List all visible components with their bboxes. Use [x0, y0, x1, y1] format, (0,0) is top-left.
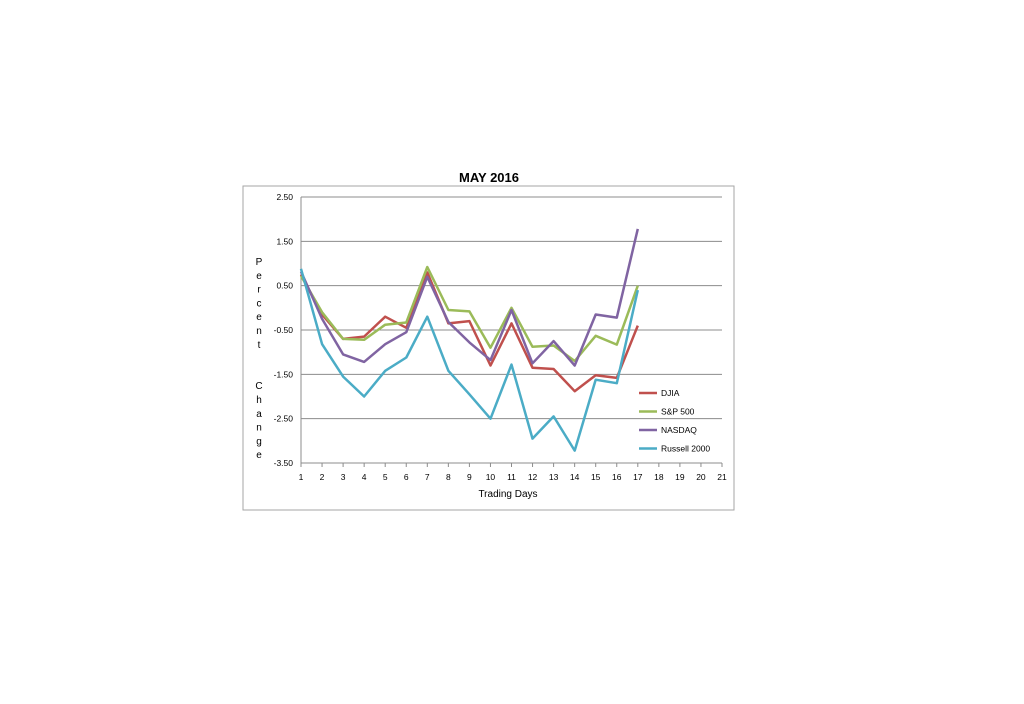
- y-tick-label: 1.50: [276, 236, 293, 246]
- y-axis-title-char: r: [257, 285, 261, 296]
- x-tick-label: 13: [549, 472, 559, 482]
- series-lines: [299, 228, 640, 452]
- series-line-3: [299, 268, 640, 452]
- series-line-0: [299, 271, 639, 393]
- axes: [300, 197, 723, 467]
- x-tick-label: 16: [612, 472, 622, 482]
- y-axis-title-char: h: [256, 395, 262, 406]
- chart-title: MAY 2016: [459, 170, 519, 185]
- y-tick-label: -2.50: [274, 414, 294, 424]
- x-tick-label: 1: [299, 472, 304, 482]
- y-tick-label: 2.50: [276, 192, 293, 202]
- y-axis-title-char: e: [256, 312, 262, 323]
- y-axis-title-char: C: [255, 381, 262, 392]
- x-tick-label: 6: [404, 472, 409, 482]
- series-line-1: [299, 265, 639, 363]
- x-axis-title: Trading Days: [478, 489, 537, 500]
- x-tick-label: 10: [486, 472, 496, 482]
- x-tick-label: 3: [341, 472, 346, 482]
- y-axis-title-char: c: [257, 298, 262, 309]
- y-tick-label: -0.50: [274, 325, 294, 335]
- x-tick-label: 18: [654, 472, 664, 482]
- legend-label-1: S&P 500: [661, 407, 695, 417]
- legend: DJIA S&P 500 NASDAQ Russell 2000: [639, 388, 710, 454]
- legend-label-0: DJIA: [661, 388, 680, 398]
- x-tick-label: 12: [528, 472, 538, 482]
- y-axis-title-char: n: [256, 326, 262, 337]
- y-axis-title-char: t: [258, 340, 261, 351]
- x-tick-label: 8: [446, 472, 451, 482]
- y-tick-label: -1.50: [274, 369, 294, 379]
- y-tick-label: 0.50: [276, 281, 293, 291]
- y-tick-labels: 2.50 1.50 0.50 -0.50 -1.50 -2.50 -3.50: [274, 192, 294, 468]
- x-tick-label: 17: [633, 472, 643, 482]
- x-tick-label: 14: [570, 472, 580, 482]
- x-tick-label: 11: [507, 472, 516, 482]
- y-axis-title-char: a: [256, 409, 262, 420]
- x-tick-label: 2: [320, 472, 325, 482]
- x-tick-label: 15: [591, 472, 601, 482]
- x-tick-label: 20: [696, 472, 706, 482]
- x-tick-label: 7: [425, 472, 430, 482]
- y-axis-title-char: n: [256, 423, 262, 434]
- legend-label-2: NASDAQ: [661, 425, 697, 435]
- x-tick-label: 21: [717, 472, 727, 482]
- x-tick-label: 19: [675, 472, 685, 482]
- y-axis-title-char: e: [256, 450, 262, 461]
- y-axis-title-char: g: [256, 436, 262, 447]
- x-tick-labels: 1 2 3 4 5 6 7 8 9 10 11 12 13 14 15 16 17 18 19 20 21: [299, 472, 727, 482]
- x-tick-label: 5: [383, 472, 388, 482]
- chart-border: [242, 185, 735, 511]
- legend-label-3: Russell 2000: [661, 444, 710, 454]
- x-tick-label: 4: [362, 472, 367, 482]
- x-tick-label: 9: [467, 472, 472, 482]
- series-line-2: [299, 228, 640, 367]
- y-tick-label: -3.50: [274, 458, 294, 468]
- y-axis-title-char: P: [256, 257, 263, 268]
- y-axis-title-char: e: [256, 271, 262, 282]
